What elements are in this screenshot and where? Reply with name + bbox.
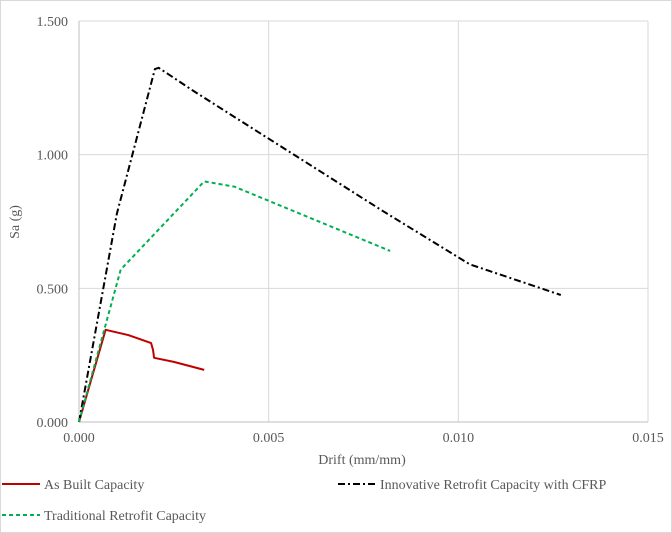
legend-label-3: Traditional Retrofit Capacity bbox=[44, 509, 206, 524]
y-tick-label: 0.500 bbox=[37, 282, 69, 297]
y-axis-title: Sa (g) bbox=[8, 205, 23, 239]
x-tick-label: 0.000 bbox=[63, 431, 95, 446]
grid-lines bbox=[78, 20, 649, 423]
x-tick-label: 0.005 bbox=[253, 431, 285, 446]
legend-label-1: As Built Capacity bbox=[44, 478, 144, 493]
y-tick-labels: 0.000 0.500 1.000 1.500 bbox=[37, 15, 69, 431]
x-axis-title: Drift (mm/mm) bbox=[318, 453, 406, 468]
x-tick-label: 0.015 bbox=[632, 431, 664, 446]
y-tick-label: 1.000 bbox=[37, 149, 69, 164]
y-tick-label: 0.000 bbox=[37, 416, 69, 431]
x-tick-label: 0.010 bbox=[443, 431, 475, 446]
series-lines bbox=[78, 66, 562, 423]
series-line-1 bbox=[78, 328, 205, 423]
legend: As Built Capacity Innovative Retrofit Cap… bbox=[2, 478, 607, 524]
series-line-3 bbox=[78, 180, 391, 423]
legend-label-2: Innovative Retrofit Capacity with CFRP bbox=[380, 478, 607, 493]
y-tick-label: 1.500 bbox=[37, 15, 69, 30]
series-line-2 bbox=[78, 66, 562, 423]
x-tick-labels: 0.000 0.005 0.010 0.015 bbox=[63, 431, 664, 446]
